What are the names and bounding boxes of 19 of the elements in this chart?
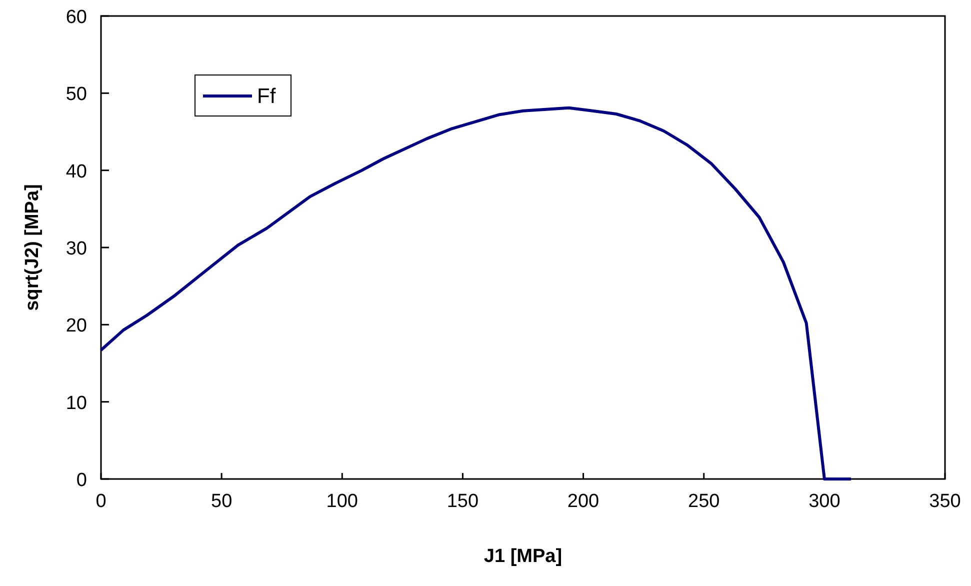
x-tick-label: 250 <box>688 491 720 512</box>
x-tick-label: 0 <box>96 491 106 512</box>
x-tick-label: 300 <box>808 491 840 512</box>
y-axis-title: sqrt(J2) [MPa] <box>22 184 43 311</box>
x-axis-title: J1 [MPa] <box>484 546 562 567</box>
x-tick-label: 350 <box>929 491 961 512</box>
legend-label: Ff <box>257 85 276 108</box>
x-tick-label: 50 <box>211 491 232 512</box>
y-tick-label: 40 <box>66 161 87 182</box>
x-tick-label: 150 <box>446 491 479 512</box>
y-tick-label: 60 <box>66 7 87 28</box>
y-tick-label: 20 <box>66 316 87 337</box>
x-tick-label: 200 <box>567 491 600 512</box>
x-tick-label: 100 <box>326 491 358 512</box>
line-series <box>100 106 852 480</box>
y-tick-label: 30 <box>66 238 87 260</box>
y-tick-label: 50 <box>66 84 87 106</box>
y-tick-label: 10 <box>66 392 87 414</box>
y-tick-label: 0 <box>76 470 87 491</box>
